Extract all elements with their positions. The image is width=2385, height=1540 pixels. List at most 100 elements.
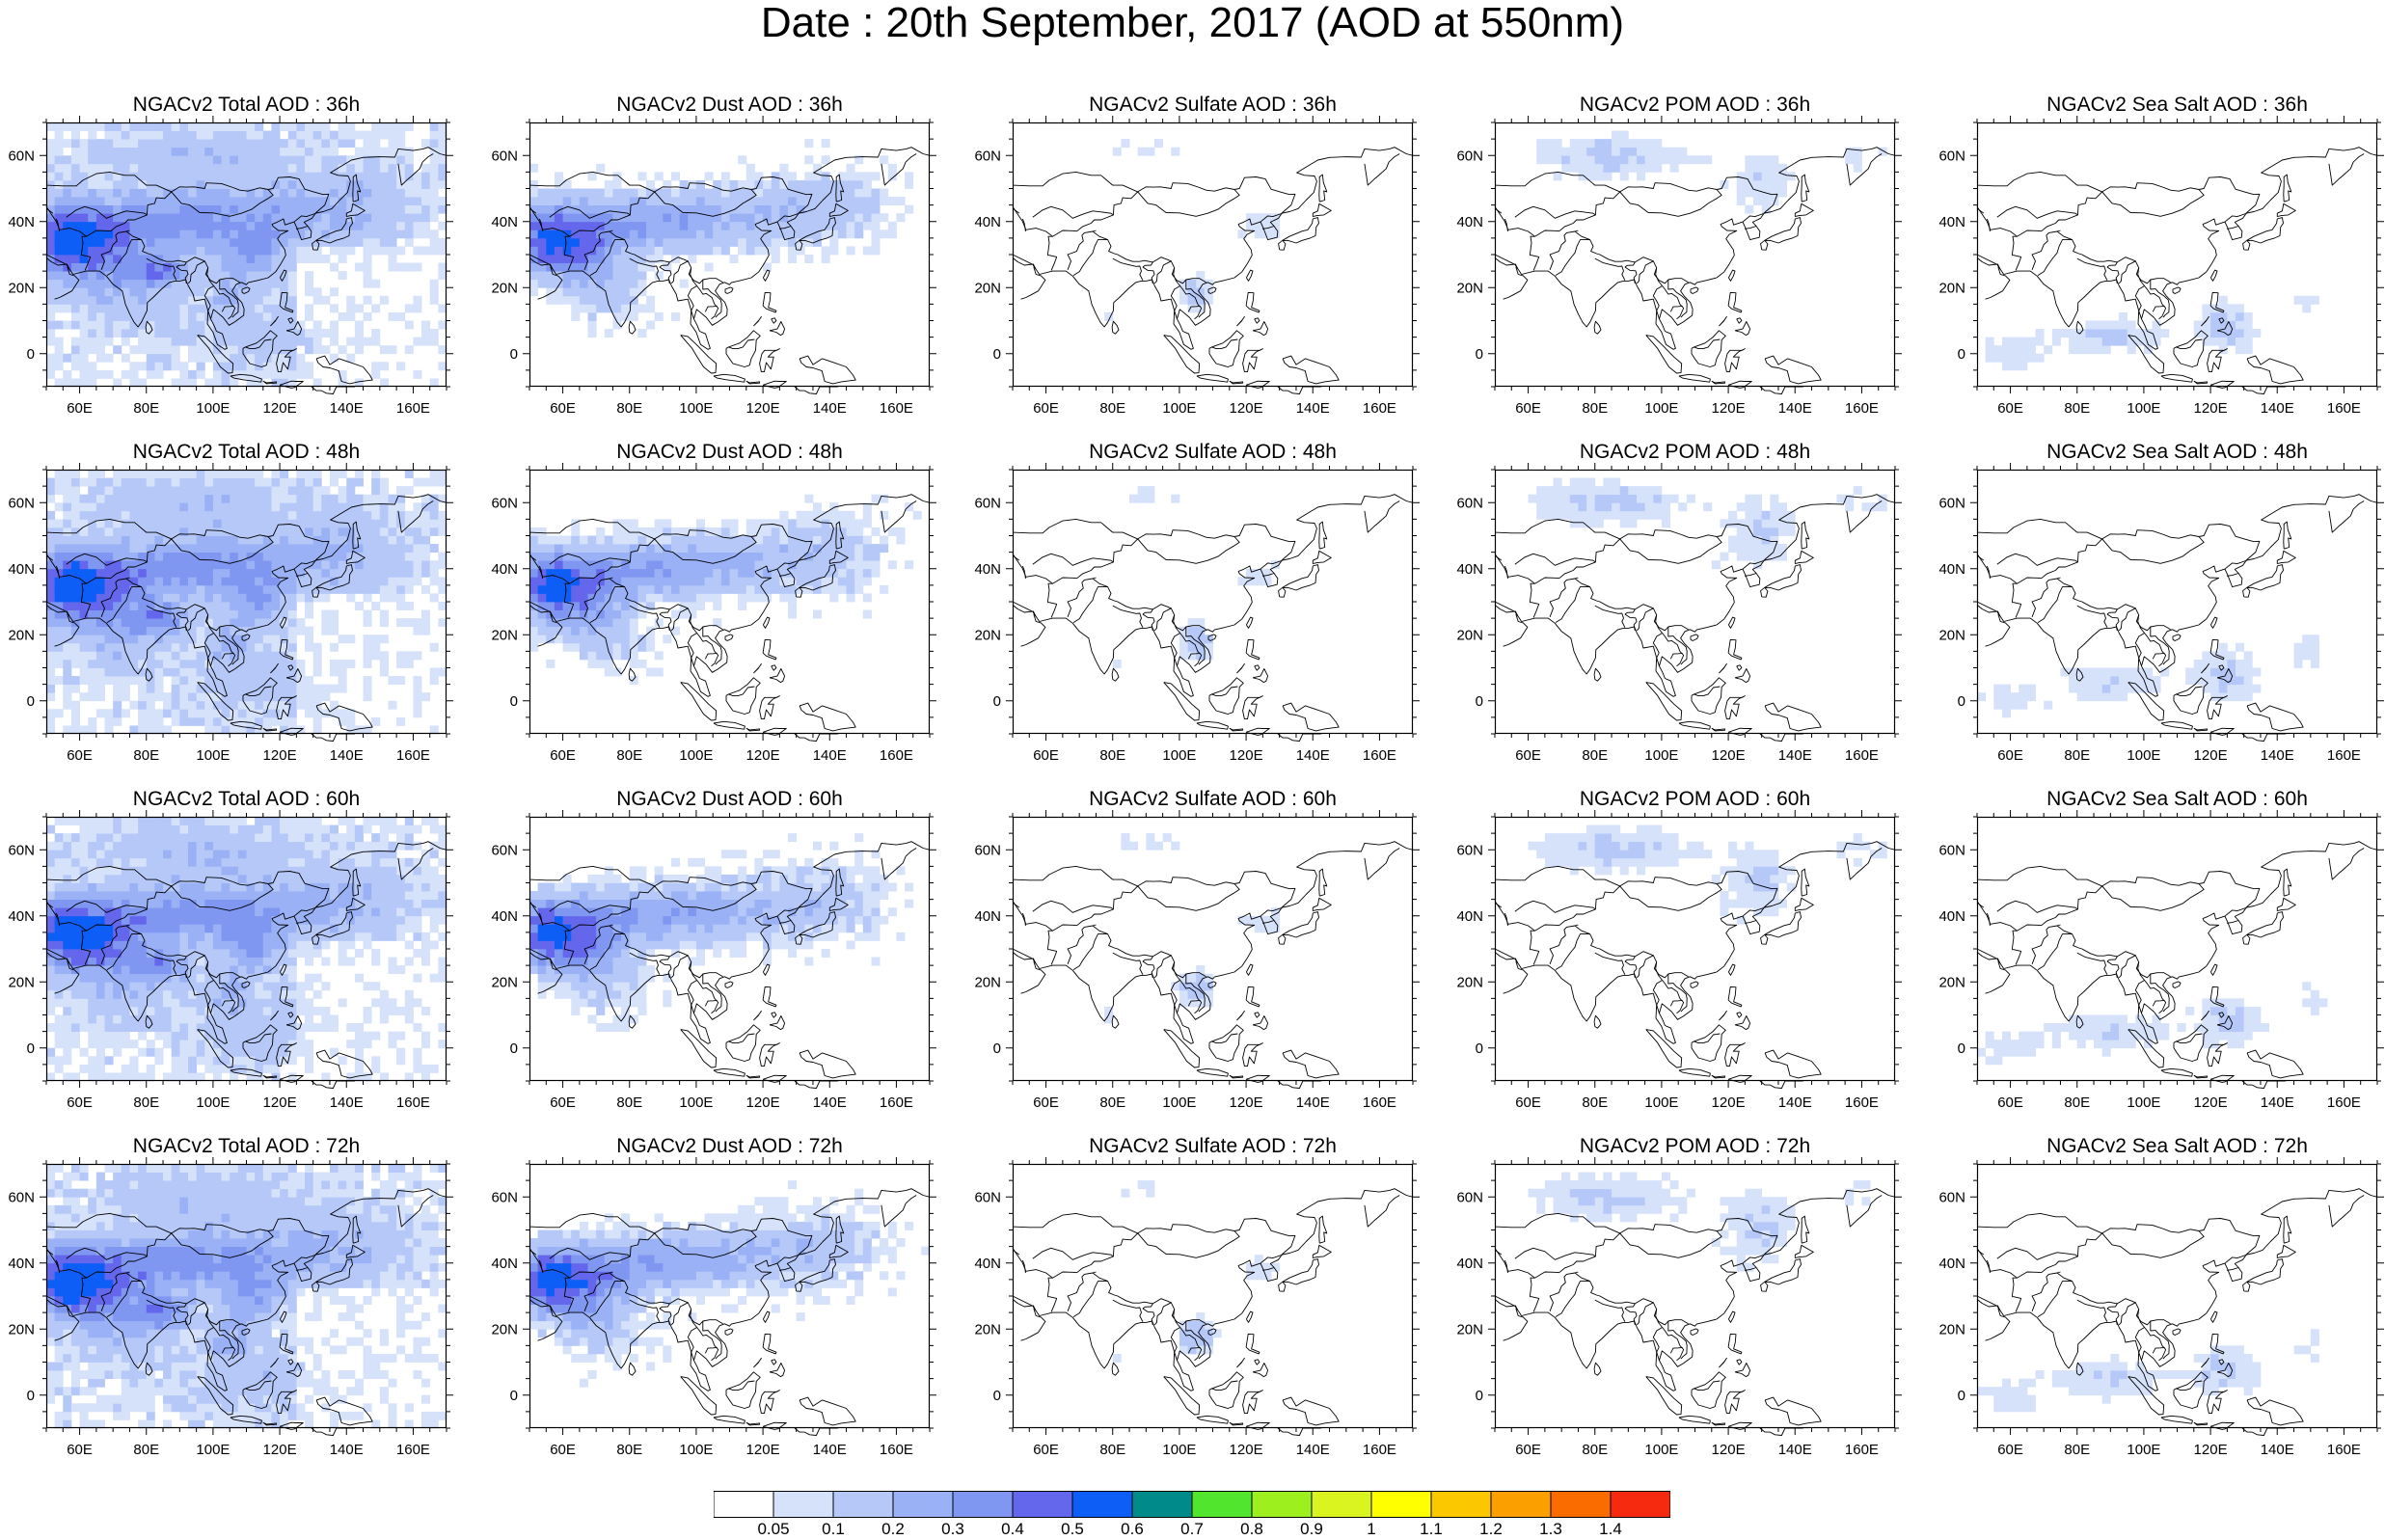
lat-tick-label: 60N <box>8 1189 35 1205</box>
lat-tick-label: 40N <box>8 214 35 230</box>
colorbar-label: 0.4 <box>1001 1521 1024 1538</box>
lon-tick-label: 140E <box>813 1442 847 1458</box>
panel-title: NGACv2 Sulfate AOD : 36h <box>1013 94 1413 117</box>
lat-tick-label: 60N <box>1938 495 1965 511</box>
lon-tick-label: 140E <box>1778 1094 1812 1111</box>
panel-title: NGACv2 Sea Salt AOD : 60h <box>1977 788 2377 811</box>
lon-tick-label: 80E <box>1582 400 1608 417</box>
panel-title: NGACv2 Sulfate AOD : 60h <box>1013 788 1413 811</box>
aod-shading <box>1529 478 1887 570</box>
lon-tick-label: 60E <box>1515 400 1541 417</box>
lon-tick-label: 160E <box>396 1442 430 1458</box>
coastlines <box>1013 495 1413 742</box>
coastlines <box>1977 495 2377 742</box>
lon-tick-label: 120E <box>1712 1442 1746 1458</box>
lat-tick-label: 40N <box>491 1256 518 1272</box>
lat-tick-label: 20N <box>1456 974 1483 990</box>
lat-tick-label: 0 <box>1958 346 1965 363</box>
lat-tick-label: 0 <box>27 1388 35 1404</box>
lon-tick-label: 60E <box>1515 747 1541 764</box>
lon-tick-label: 100E <box>2127 400 2160 417</box>
lon-tick-label: 80E <box>616 400 642 417</box>
lon-tick-label: 80E <box>2064 400 2090 417</box>
lon-tick-label: 120E <box>1230 1094 1263 1111</box>
lon-tick-label: 140E <box>1778 1442 1812 1458</box>
lat-tick-label: 0 <box>993 1388 1001 1404</box>
lon-tick-label: 160E <box>2327 400 2361 417</box>
colorbar-swatch <box>953 1492 1013 1518</box>
lat-tick-label: 40N <box>8 1256 35 1272</box>
colorbar-label: 1.1 <box>1420 1521 1443 1538</box>
lat-tick-label: 60N <box>1938 1189 1965 1205</box>
lon-tick-label: 60E <box>550 747 576 764</box>
lon-tick-label: 140E <box>813 400 847 417</box>
panel-title: NGACv2 Total AOD : 72h <box>46 1135 447 1158</box>
lat-tick-label: 40N <box>8 561 35 578</box>
lat-tick-label: 40N <box>974 214 1001 230</box>
lat-tick-label: 60N <box>974 842 1001 858</box>
lat-tick-label: 20N <box>1938 974 1965 990</box>
lon-tick-label: 160E <box>1363 747 1396 764</box>
lat-tick-label: 20N <box>1456 280 1483 296</box>
lon-tick-label: 120E <box>263 400 297 417</box>
lat-tick-label: 20N <box>491 280 518 296</box>
lon-tick-label: 100E <box>196 1094 230 1111</box>
lon-tick-label: 80E <box>1099 1442 1125 1458</box>
lon-tick-label: 100E <box>1644 1094 1678 1111</box>
lon-tick-label: 60E <box>67 400 93 417</box>
lat-tick-label: 20N <box>1938 627 1965 643</box>
panel-title: NGACv2 Sulfate AOD : 48h <box>1013 441 1413 464</box>
lon-tick-label: 80E <box>2064 747 2090 764</box>
colorbar-swatch <box>1491 1492 1551 1518</box>
lon-tick-label: 120E <box>746 747 780 764</box>
lon-tick-label: 140E <box>1778 400 1812 417</box>
lat-tick-label: 40N <box>1456 908 1483 925</box>
colorbar-swatch <box>1013 1492 1072 1518</box>
lon-tick-label: 140E <box>1296 747 1330 764</box>
colorbar-swatch <box>1252 1492 1312 1518</box>
panel-title: NGACv2 Dust AOD : 72h <box>529 1135 930 1158</box>
lat-tick-label: 20N <box>8 627 35 643</box>
lon-tick-label: 120E <box>1230 747 1263 764</box>
lon-tick-label: 160E <box>880 400 913 417</box>
lon-tick-label: 100E <box>1162 747 1196 764</box>
lon-tick-label: 140E <box>813 747 847 764</box>
colorbar-label: 0.8 <box>1240 1521 1263 1538</box>
lat-tick-label: 60N <box>974 148 1001 164</box>
lon-tick-label: 120E <box>1230 1442 1263 1458</box>
lat-tick-label: 20N <box>491 1321 518 1337</box>
lon-tick-label: 120E <box>2194 747 2228 764</box>
lon-tick-label: 80E <box>616 747 642 764</box>
panel-title: NGACv2 POM AOD : 72h <box>1495 1135 1895 1158</box>
colorbar-swatch <box>1312 1492 1371 1518</box>
lat-tick-label: 40N <box>1456 214 1483 230</box>
colorbar-swatch <box>1371 1492 1431 1518</box>
lat-tick-label: 0 <box>993 346 1001 363</box>
lon-tick-label: 140E <box>330 1442 364 1458</box>
lon-tick-label: 100E <box>679 400 713 417</box>
panel-title: NGACv2 Total AOD : 48h <box>46 441 447 464</box>
lon-tick-label: 160E <box>1845 1094 1879 1111</box>
colorbar-label: 0.6 <box>1121 1521 1144 1538</box>
aod-shading <box>529 495 922 685</box>
lat-tick-label: 60N <box>974 1189 1001 1205</box>
lat-tick-label: 0 <box>1476 1388 1483 1404</box>
coastlines <box>1013 148 1413 394</box>
lon-tick-label: 80E <box>1582 1442 1608 1458</box>
lat-tick-label: 0 <box>993 693 1001 710</box>
lat-tick-label: 0 <box>510 1388 518 1404</box>
